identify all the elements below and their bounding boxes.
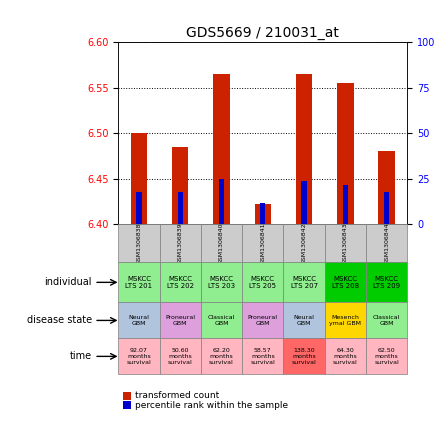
Text: MSKCC
LTS 202: MSKCC LTS 202 <box>167 276 194 289</box>
FancyBboxPatch shape <box>325 224 366 262</box>
FancyBboxPatch shape <box>201 338 242 374</box>
Text: MSKCC
LTS 208: MSKCC LTS 208 <box>332 276 359 289</box>
Text: 138.30
months
survival: 138.30 months survival <box>292 348 317 365</box>
FancyBboxPatch shape <box>159 338 201 374</box>
FancyBboxPatch shape <box>201 262 242 302</box>
Bar <box>260 203 265 224</box>
Bar <box>254 204 271 224</box>
FancyBboxPatch shape <box>325 262 366 302</box>
FancyBboxPatch shape <box>283 262 325 302</box>
FancyBboxPatch shape <box>201 224 242 262</box>
FancyBboxPatch shape <box>242 224 283 262</box>
Text: 62.50
months
survival: 62.50 months survival <box>374 348 399 365</box>
Text: GSM1306838: GSM1306838 <box>136 222 141 264</box>
Bar <box>213 74 230 224</box>
Bar <box>337 83 353 224</box>
FancyBboxPatch shape <box>159 224 201 262</box>
Text: GSM1306842: GSM1306842 <box>302 222 307 264</box>
FancyBboxPatch shape <box>201 302 242 338</box>
Bar <box>219 179 224 224</box>
Title: GDS5669 / 210031_at: GDS5669 / 210031_at <box>186 26 339 40</box>
Bar <box>172 147 188 224</box>
Text: transformed count: transformed count <box>135 391 219 401</box>
Text: GSM1306840: GSM1306840 <box>219 222 224 264</box>
Text: Classical
GBM: Classical GBM <box>373 315 400 326</box>
Text: Neural
GBM: Neural GBM <box>293 315 314 326</box>
Bar <box>296 74 312 224</box>
Bar <box>301 181 307 224</box>
Bar <box>177 192 183 224</box>
Text: MSKCC
LTS 201: MSKCC LTS 201 <box>125 276 152 289</box>
Text: individual: individual <box>45 277 92 287</box>
Text: GSM1306841: GSM1306841 <box>260 222 265 264</box>
FancyBboxPatch shape <box>242 302 283 338</box>
FancyBboxPatch shape <box>366 338 407 374</box>
Bar <box>384 192 389 224</box>
FancyBboxPatch shape <box>118 338 159 374</box>
Bar <box>136 192 141 224</box>
Text: MSKCC
LTS 209: MSKCC LTS 209 <box>373 276 400 289</box>
Text: GSM1306844: GSM1306844 <box>384 222 389 264</box>
Text: Neural
GBM: Neural GBM <box>128 315 149 326</box>
FancyBboxPatch shape <box>242 262 283 302</box>
FancyBboxPatch shape <box>118 302 159 338</box>
Text: 92.07
months
survival: 92.07 months survival <box>127 348 151 365</box>
FancyBboxPatch shape <box>242 338 283 374</box>
Text: Mesench
ymal GBM: Mesench ymal GBM <box>329 315 361 326</box>
Text: 58.57
months
survival: 58.57 months survival <box>251 348 275 365</box>
FancyBboxPatch shape <box>159 262 201 302</box>
Text: Proneural
GBM: Proneural GBM <box>248 315 278 326</box>
Bar <box>343 185 348 224</box>
Text: 50.60
months
survival: 50.60 months survival <box>168 348 193 365</box>
FancyBboxPatch shape <box>283 338 325 374</box>
Text: 62.20
months
survival: 62.20 months survival <box>209 348 234 365</box>
Text: MSKCC
LTS 205: MSKCC LTS 205 <box>249 276 276 289</box>
Bar <box>378 151 395 224</box>
Text: MSKCC
LTS 207: MSKCC LTS 207 <box>290 276 318 289</box>
Text: 64.30
months
survival: 64.30 months survival <box>333 348 358 365</box>
Bar <box>131 133 147 224</box>
Text: Proneural
GBM: Proneural GBM <box>165 315 195 326</box>
Text: Classical
GBM: Classical GBM <box>208 315 235 326</box>
FancyBboxPatch shape <box>118 262 159 302</box>
FancyBboxPatch shape <box>283 302 325 338</box>
FancyBboxPatch shape <box>366 302 407 338</box>
FancyBboxPatch shape <box>325 338 366 374</box>
Text: GSM1306843: GSM1306843 <box>343 222 348 264</box>
FancyBboxPatch shape <box>366 224 407 262</box>
Text: MSKCC
LTS 203: MSKCC LTS 203 <box>208 276 235 289</box>
Text: disease state: disease state <box>27 316 92 325</box>
Text: percentile rank within the sample: percentile rank within the sample <box>135 401 288 410</box>
FancyBboxPatch shape <box>283 224 325 262</box>
FancyBboxPatch shape <box>118 224 159 262</box>
FancyBboxPatch shape <box>159 302 201 338</box>
Text: GSM1306839: GSM1306839 <box>178 222 183 264</box>
FancyBboxPatch shape <box>366 262 407 302</box>
Text: time: time <box>70 352 92 361</box>
FancyBboxPatch shape <box>325 302 366 338</box>
